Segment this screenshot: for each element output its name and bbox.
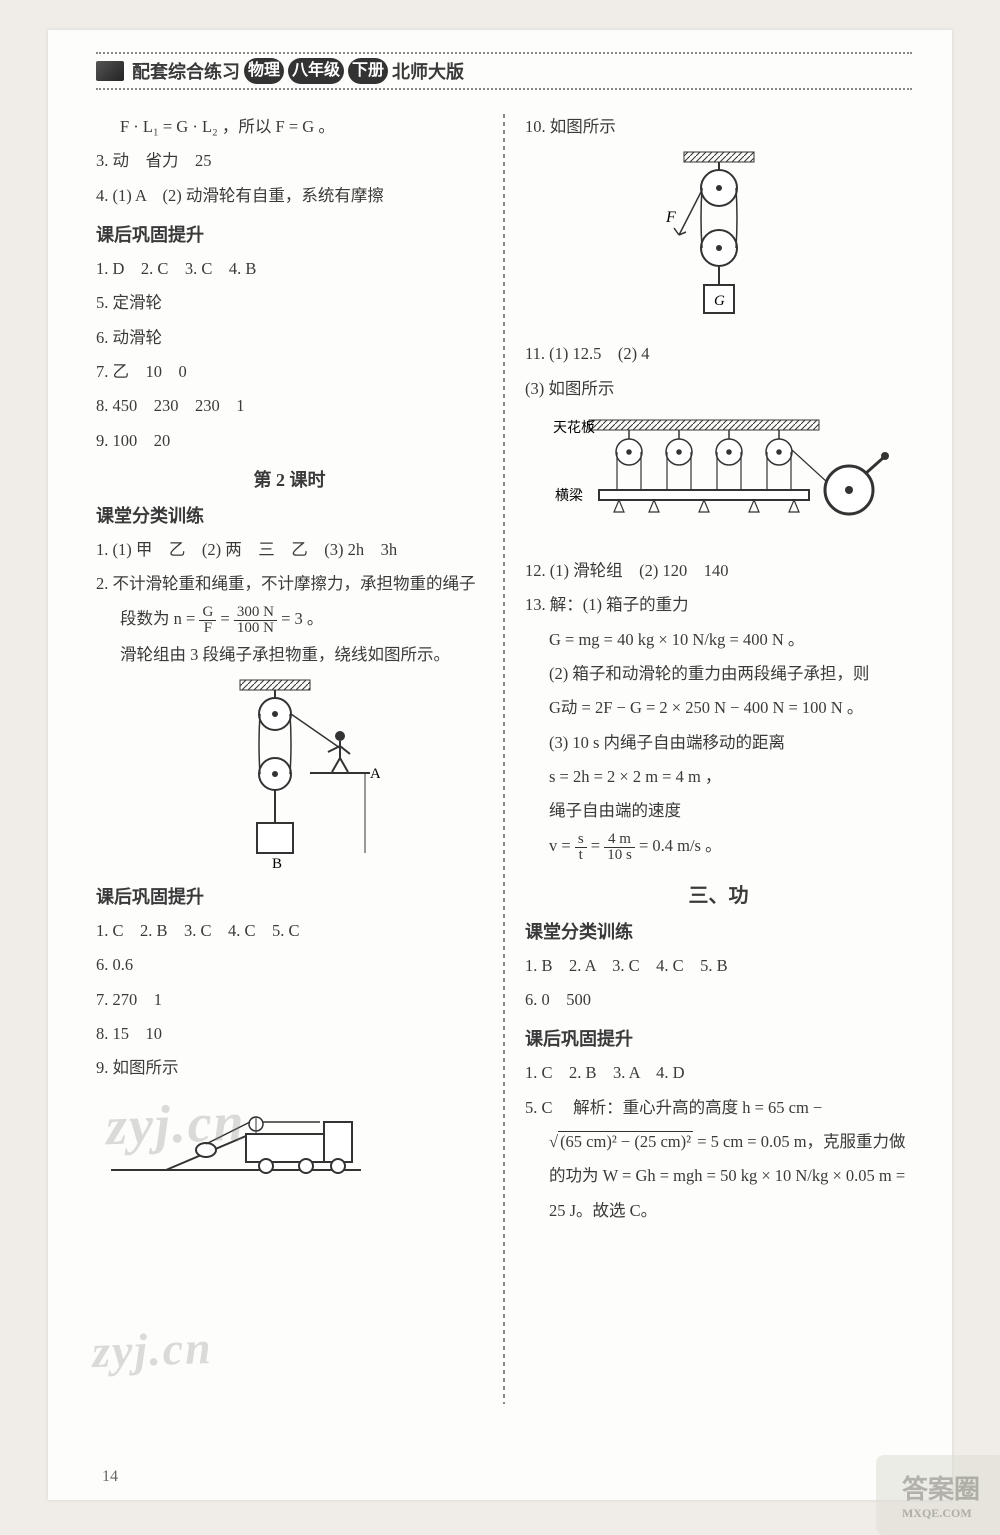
page: 配套综合练习 物理 八年级 下册 北师大版 F · L₁ = G · L₂ ，所…	[48, 30, 952, 1500]
page-number: 14	[102, 1468, 118, 1486]
left-h1: 课后巩固提升	[96, 221, 483, 247]
fig4-top: 天花板	[553, 420, 595, 436]
right-l2: 11. (1) 12.5 (2) 4	[525, 338, 912, 369]
left-l2: 3. 动 省力 25	[96, 145, 483, 176]
frac-300-100: 300 N 100 N	[234, 605, 277, 636]
l12-post: = 3 。	[281, 609, 323, 628]
frac-gf-n: G	[199, 605, 216, 621]
right-l15: 1. C 2. B 3. A 4. D	[525, 1057, 912, 1088]
watermark-2: zyj.cn	[91, 1321, 213, 1378]
right-h1: 三、功	[525, 879, 912, 908]
fig-pulley-vertical: F G	[525, 150, 912, 330]
r12-post: = 0.4 m/s 。	[639, 836, 722, 855]
left-l13: 滑轮组由 3 段绳子承担物重，绕线如图所示。	[96, 639, 483, 670]
left-l9: 9. 100 20	[96, 425, 483, 456]
pill-grade: 八年级	[288, 58, 344, 84]
fig-truck	[96, 1092, 483, 1187]
left-l17: 8. 15 10	[96, 1018, 483, 1049]
left-column: F · L₁ = G · L₂ ，所以 F = G 。 3. 动 省力 25 4…	[96, 108, 483, 1448]
frac-gf: G F	[199, 605, 216, 636]
left-l7: 7. 乙 10 0	[96, 356, 483, 387]
fig3-F: F	[665, 209, 676, 226]
right-l7: (2) 箱子和动滑轮的重力由两段绳子承担，则	[525, 658, 912, 689]
r17-pre: √	[549, 1132, 558, 1151]
column-divider	[503, 114, 505, 1404]
right-l19: 25 J。故选 C。	[525, 1195, 912, 1226]
right-l18: 的功为 W = Gh = mgh = 50 kg × 10 N/kg × 0.0…	[525, 1160, 912, 1191]
right-l17: √(65 cm)² − (25 cm)² = 5 cm = 0.05 m，克服重…	[525, 1126, 912, 1157]
right-l16: 5. C 解析：重心升高的高度 h = 65 cm −	[525, 1092, 912, 1123]
left-l1: F · L₁ = G · L₂ ，所以 F = G 。	[96, 111, 483, 142]
frac-300-n: 300 N	[234, 605, 277, 621]
fig4-bottom: 横梁	[555, 488, 583, 504]
right-l9: (3) 10 s 内绳子自由端移动的距离	[525, 727, 912, 758]
left-h4: 课后巩固提升	[96, 883, 483, 909]
frac-st-n: s	[575, 832, 587, 848]
right-h2: 课堂分类训练	[525, 918, 912, 944]
left-l16: 7. 270 1	[96, 984, 483, 1015]
frac-gf-d: F	[199, 621, 216, 636]
r12-mid: =	[591, 836, 604, 855]
l12-pre: 段数为 n =	[120, 609, 199, 628]
l12-mid: =	[220, 609, 233, 628]
r17-post: = 5 cm = 0.05 m，克服重力做	[693, 1132, 905, 1151]
header-band: 配套综合练习 物理 八年级 下册 北师大版	[96, 52, 912, 90]
left-l10: 1. (1) 甲 乙 (2) 两 三 乙 (3) 2h 3h	[96, 534, 483, 565]
left-h2: 第 2 课时	[96, 466, 483, 492]
header-suffix: 北师大版	[392, 58, 464, 84]
right-l1: 10. 如图所示	[525, 111, 912, 142]
answer-stamp: 答案圈 MXQE.COM	[876, 1455, 1000, 1535]
left-h3: 课堂分类训练	[96, 502, 483, 528]
columns: F · L₁ = G · L₂ ，所以 F = G 。 3. 动 省力 25 4…	[96, 108, 912, 1448]
fig1-B: B	[272, 856, 282, 868]
pill-term: 下册	[348, 58, 388, 84]
left-l11: 2. 不计滑轮重和绳重，不计摩擦力，承担物重的绳子	[96, 568, 483, 599]
fig-beam-pulleys: 天花板 横梁	[525, 412, 912, 547]
right-l4: 12. (1) 滑轮组 (2) 120 140	[525, 555, 912, 586]
fig-pulley-person: A B	[96, 678, 483, 873]
r17-rad: (65 cm)² − (25 cm)²	[558, 1131, 693, 1151]
frac-300-d: 100 N	[234, 621, 277, 636]
right-l6: G = mg = 40 kg × 10 N/kg = 400 N 。	[525, 624, 912, 655]
left-l15: 6. 0.6	[96, 949, 483, 980]
header-prefix: 配套综合练习	[132, 58, 240, 84]
fig1-A: A	[370, 766, 380, 782]
frac-st: s t	[575, 832, 587, 863]
frac-4-n: 4 m	[604, 832, 635, 848]
left-l3: 4. (1) A (2) 动滑轮有自重，系统有摩擦	[96, 180, 483, 211]
left-l12: 段数为 n = G F = 300 N 100 N = 3 。	[96, 603, 483, 636]
book-icon	[96, 61, 124, 81]
left-l14: 1. C 2. B 3. C 4. C 5. C	[96, 915, 483, 946]
left-l5: 5. 定滑轮	[96, 287, 483, 318]
right-l8: G动 = 2F − G = 2 × 250 N − 400 N = 100 N …	[525, 692, 912, 723]
left-l18: 9. 如图所示	[96, 1052, 483, 1083]
right-l13: 1. B 2. A 3. C 4. C 5. B	[525, 950, 912, 981]
right-l3: (3) 如图所示	[525, 373, 912, 404]
r12-pre: v =	[549, 836, 575, 855]
stamp-big: 答案圈	[902, 1475, 980, 1504]
stamp-small: MXQE.COM	[902, 1506, 980, 1521]
right-h3: 课后巩固提升	[525, 1025, 912, 1051]
left-l8: 8. 450 230 230 1	[96, 390, 483, 421]
frac-4-10: 4 m 10 s	[604, 832, 635, 863]
left-l6: 6. 动滑轮	[96, 322, 483, 353]
frac-4-d: 10 s	[604, 848, 635, 863]
right-l12: v = s t = 4 m 10 s = 0.4 m/s 。	[525, 830, 912, 863]
right-l10: s = 2h = 2 × 2 m = 4 m ，	[525, 761, 912, 792]
left-l4: 1. D 2. C 3. C 4. B	[96, 253, 483, 284]
right-l5: 13. 解：(1) 箱子的重力	[525, 589, 912, 620]
frac-st-d: t	[575, 848, 587, 863]
fig3-G: G	[714, 293, 725, 309]
right-l11: 绳子自由端的速度	[525, 795, 912, 826]
pill-subject: 物理	[244, 58, 284, 84]
right-column: 10. 如图所示 F G	[525, 108, 912, 1448]
right-l14: 6. 0 500	[525, 984, 912, 1015]
